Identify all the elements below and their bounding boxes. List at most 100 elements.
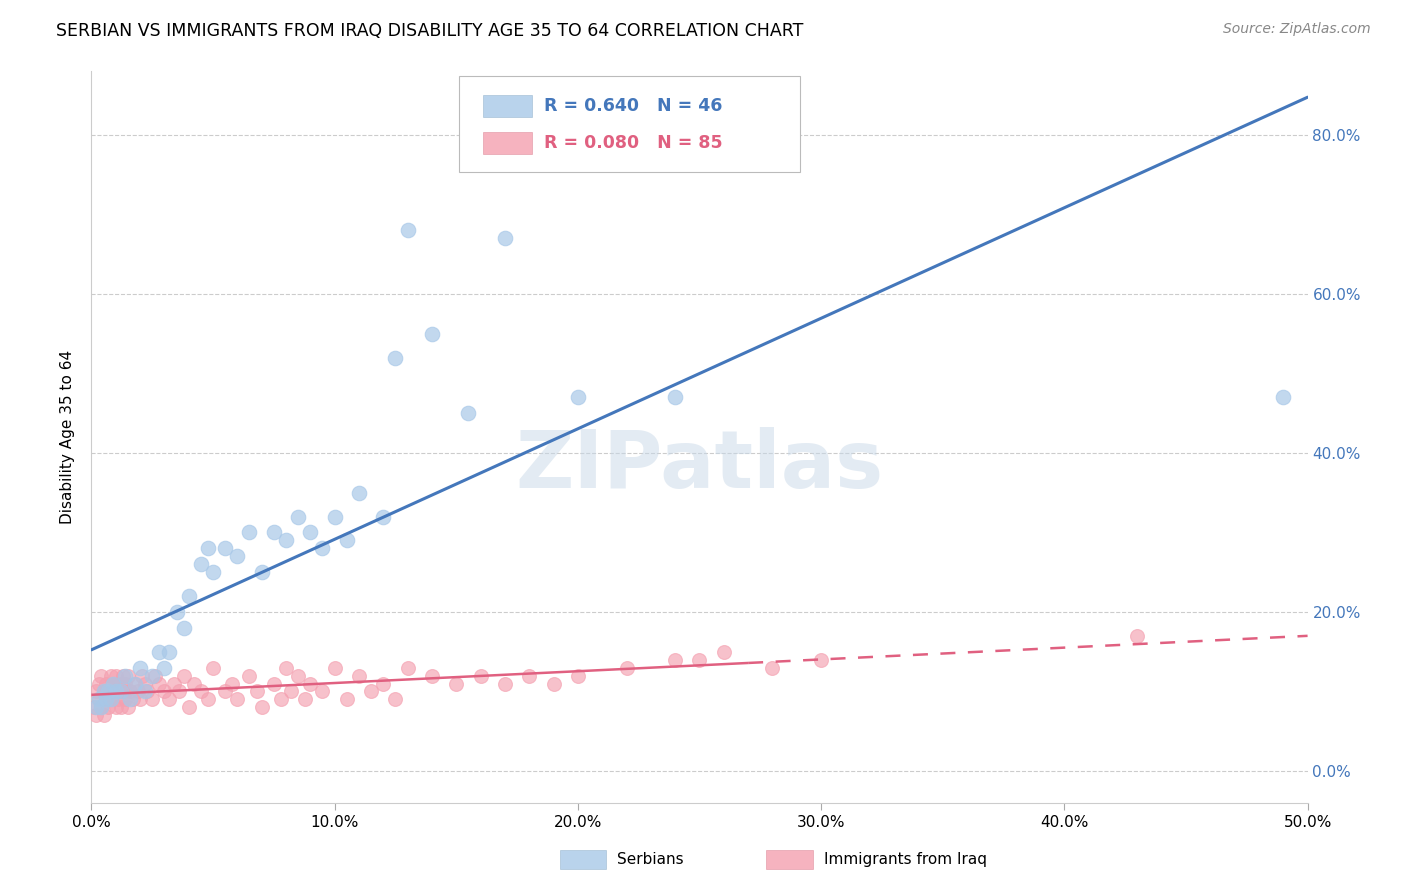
- Point: [114, 668, 136, 682]
- Point: [1126, 629, 1149, 643]
- Text: R = 0.080   N = 85: R = 0.080 N = 85: [544, 134, 723, 152]
- FancyBboxPatch shape: [484, 95, 531, 118]
- Point: [761, 660, 783, 674]
- Point: [173, 668, 195, 682]
- Point: [190, 558, 212, 572]
- Point: [134, 684, 156, 698]
- Point: [494, 231, 516, 245]
- Point: [183, 676, 205, 690]
- Point: [347, 485, 370, 500]
- Point: [107, 684, 129, 698]
- Point: [177, 589, 200, 603]
- Point: [197, 692, 219, 706]
- Point: [274, 533, 297, 548]
- Point: [87, 692, 110, 706]
- Point: [238, 668, 260, 682]
- Point: [84, 700, 107, 714]
- Point: [347, 668, 370, 682]
- Point: [87, 692, 110, 706]
- Point: [287, 509, 309, 524]
- Point: [104, 668, 127, 682]
- Point: [214, 541, 236, 556]
- Point: [226, 692, 249, 706]
- Point: [420, 668, 443, 682]
- Point: [214, 684, 236, 698]
- Point: [664, 390, 686, 404]
- Point: [197, 541, 219, 556]
- Text: SERBIAN VS IMMIGRANTS FROM IRAQ DISABILITY AGE 35 TO 64 CORRELATION CHART: SERBIAN VS IMMIGRANTS FROM IRAQ DISABILI…: [56, 22, 804, 40]
- Point: [238, 525, 260, 540]
- Point: [153, 660, 176, 674]
- Point: [93, 684, 115, 698]
- Point: [117, 668, 139, 682]
- Point: [114, 692, 136, 706]
- Point: [107, 692, 129, 706]
- Point: [143, 668, 166, 682]
- Point: [136, 684, 159, 698]
- Text: Source: ZipAtlas.com: Source: ZipAtlas.com: [1223, 22, 1371, 37]
- Point: [360, 684, 382, 698]
- Point: [396, 660, 419, 674]
- FancyBboxPatch shape: [766, 850, 813, 869]
- Point: [311, 684, 333, 698]
- Point: [713, 645, 735, 659]
- Point: [84, 708, 107, 723]
- Point: [384, 351, 406, 365]
- Point: [153, 684, 176, 698]
- Point: [127, 684, 149, 698]
- Point: [103, 676, 125, 690]
- Point: [90, 700, 112, 714]
- Point: [94, 676, 117, 690]
- Point: [294, 692, 316, 706]
- Point: [103, 676, 125, 690]
- Point: [97, 684, 120, 698]
- Point: [263, 525, 285, 540]
- Point: [124, 676, 146, 690]
- Point: [250, 700, 273, 714]
- Point: [163, 676, 186, 690]
- Point: [202, 660, 225, 674]
- Point: [567, 668, 589, 682]
- Text: Immigrants from Iraq: Immigrants from Iraq: [824, 852, 987, 867]
- Point: [311, 541, 333, 556]
- Point: [177, 700, 200, 714]
- Point: [280, 684, 302, 698]
- Point: [131, 668, 153, 682]
- Point: [90, 700, 112, 714]
- Point: [543, 676, 565, 690]
- Point: [226, 549, 249, 564]
- Point: [114, 676, 136, 690]
- Point: [104, 684, 127, 698]
- Point: [323, 660, 346, 674]
- Point: [616, 660, 638, 674]
- Point: [83, 700, 105, 714]
- Point: [373, 676, 395, 690]
- Point: [688, 653, 710, 667]
- Point: [517, 668, 540, 682]
- FancyBboxPatch shape: [560, 850, 606, 869]
- Point: [93, 708, 115, 723]
- Point: [420, 326, 443, 341]
- Point: [100, 668, 122, 682]
- Point: [97, 700, 120, 714]
- Point: [457, 406, 479, 420]
- Point: [270, 692, 292, 706]
- Point: [444, 676, 467, 690]
- Point: [157, 645, 180, 659]
- Point: [129, 660, 152, 674]
- Point: [287, 668, 309, 682]
- Point: [396, 223, 419, 237]
- Point: [1272, 390, 1295, 404]
- Point: [110, 684, 132, 698]
- Point: [129, 692, 152, 706]
- Point: [87, 676, 110, 690]
- Point: [93, 684, 115, 698]
- Point: [100, 692, 122, 706]
- Point: [111, 668, 134, 682]
- Point: [263, 676, 285, 690]
- Point: [94, 692, 117, 706]
- FancyBboxPatch shape: [458, 77, 800, 172]
- Point: [470, 668, 492, 682]
- Point: [202, 566, 225, 580]
- Point: [124, 676, 146, 690]
